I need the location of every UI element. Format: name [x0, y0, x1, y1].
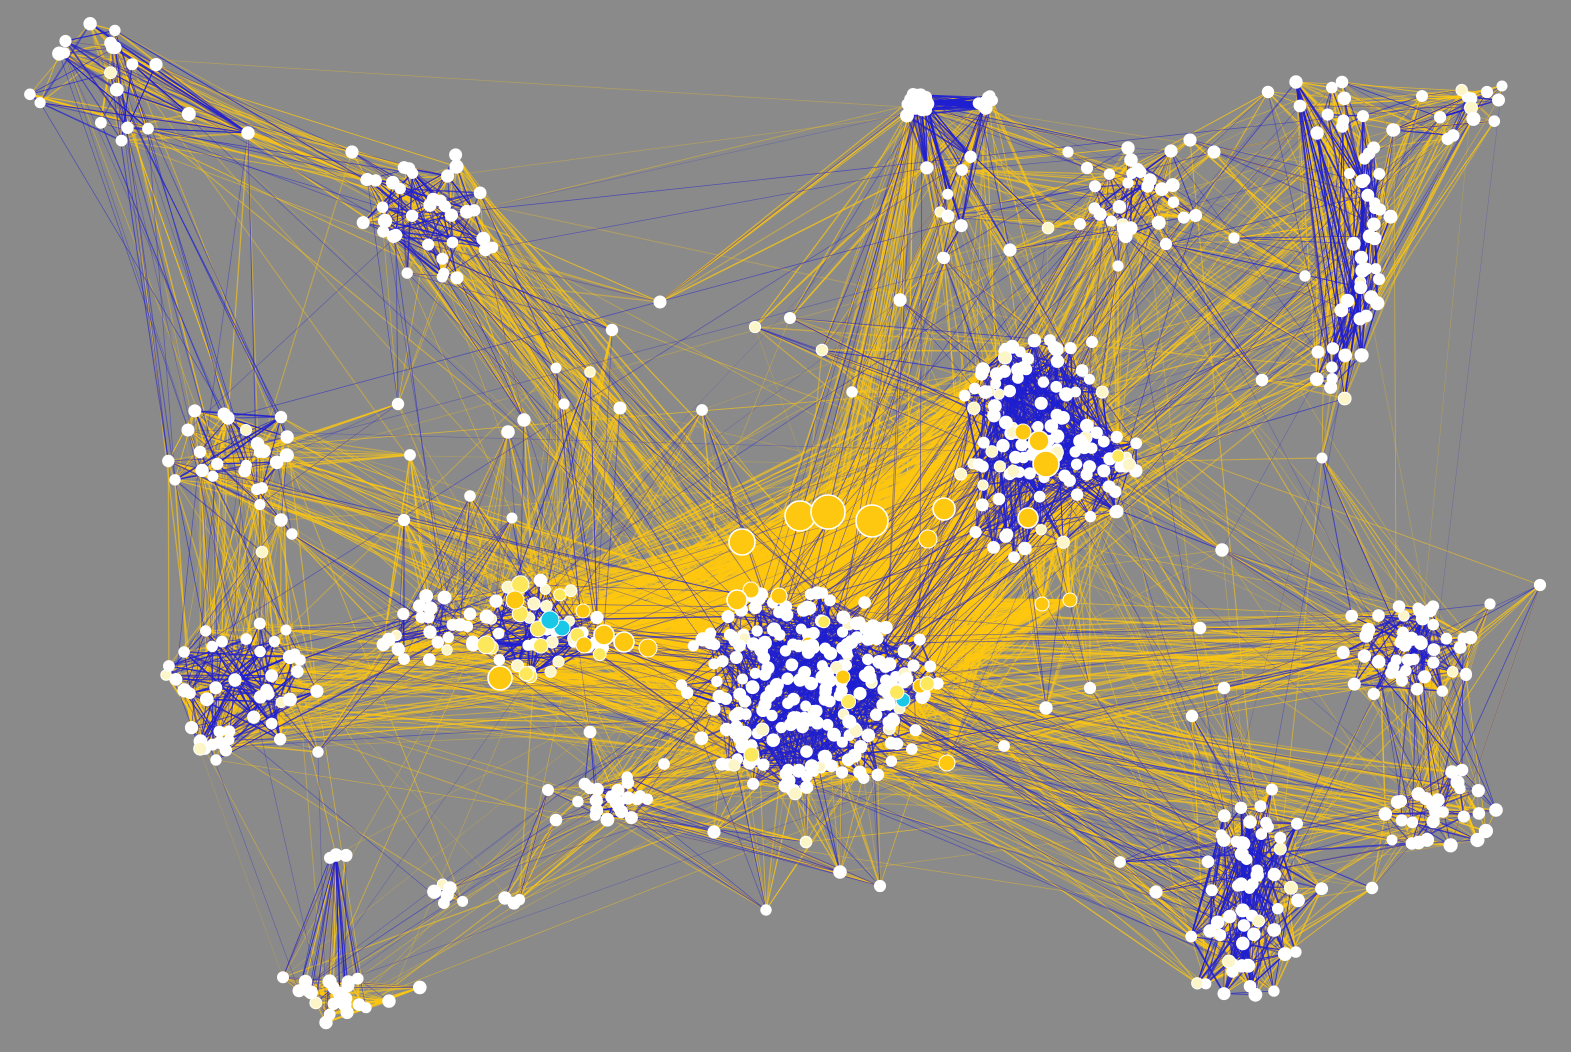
graph-edge-positive: [305, 854, 337, 982]
graph-edge-positive: [821, 349, 1005, 352]
graph-edge-positive: [114, 30, 203, 471]
graph-edge-positive: [29, 93, 431, 206]
graph-edge-positive: [227, 132, 249, 419]
graph-edge-positive: [63, 52, 218, 464]
graph-edge-positive: [983, 104, 1088, 169]
graph-edge-positive: [1343, 98, 1370, 154]
graph-edge-positive: [100, 47, 114, 123]
graph-edge-positive: [29, 93, 249, 134]
graph-edge-positive: [201, 470, 207, 631]
graph-edge-positive: [174, 410, 196, 480]
graph-edge-positive: [455, 166, 468, 213]
graph-edge-positive: [167, 410, 196, 462]
graph-edge-positive: [167, 460, 170, 667]
graph-edge-positive: [286, 436, 318, 692]
graph-edge-positive: [1321, 457, 1431, 611]
graph-edge-positive: [1295, 81, 1364, 117]
graph-edge-positive: [1101, 391, 1137, 444]
graph-edge-positive: [39, 53, 60, 103]
graph-edge-positive: [1321, 457, 1424, 613]
graph-edge-positive: [1254, 953, 1286, 996]
graph-edge-positive: [111, 46, 395, 237]
edge-layer-yellow: [29, 23, 1541, 1024]
graph-edge-positive: [1130, 188, 1163, 229]
graph-edge-positive: [1223, 687, 1418, 690]
graph-edge-positive: [1273, 888, 1323, 992]
graph-edge-positive: [1094, 91, 1269, 187]
graph-edge-positive: [111, 47, 218, 464]
graph-edge-positive: [247, 132, 413, 174]
graph-edge-positive: [1241, 888, 1322, 966]
graph-edge-positive: [29, 94, 431, 206]
graph-edge-positive: [325, 1000, 390, 1024]
